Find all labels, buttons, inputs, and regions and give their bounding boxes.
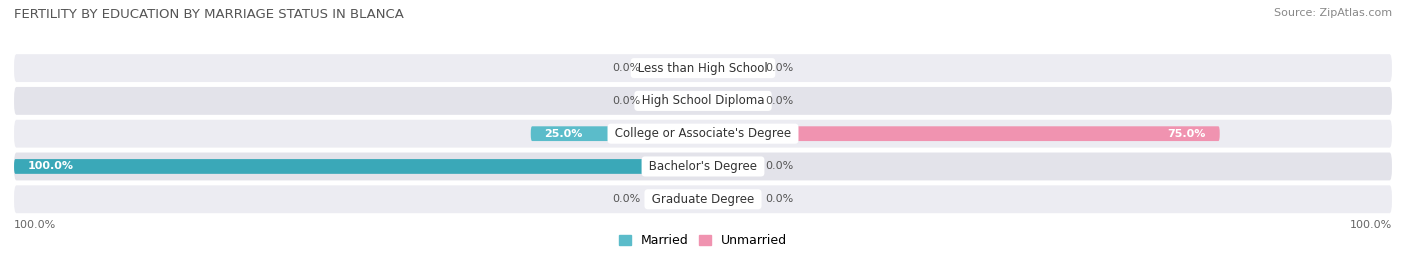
Text: 0.0%: 0.0%	[765, 63, 793, 73]
Text: 25.0%: 25.0%	[544, 129, 583, 139]
Text: Graduate Degree: Graduate Degree	[648, 193, 758, 206]
Text: College or Associate's Degree: College or Associate's Degree	[612, 127, 794, 140]
FancyBboxPatch shape	[703, 94, 758, 108]
FancyBboxPatch shape	[648, 61, 703, 76]
Text: 0.0%: 0.0%	[765, 194, 793, 204]
Text: FERTILITY BY EDUCATION BY MARRIAGE STATUS IN BLANCA: FERTILITY BY EDUCATION BY MARRIAGE STATU…	[14, 8, 404, 21]
FancyBboxPatch shape	[14, 159, 703, 174]
FancyBboxPatch shape	[14, 120, 1392, 148]
Text: Less than High School: Less than High School	[634, 62, 772, 75]
FancyBboxPatch shape	[531, 126, 703, 141]
Text: High School Diploma: High School Diploma	[638, 94, 768, 107]
FancyBboxPatch shape	[14, 87, 1392, 115]
FancyBboxPatch shape	[703, 159, 758, 174]
FancyBboxPatch shape	[703, 126, 1219, 141]
Text: 100.0%: 100.0%	[1350, 220, 1392, 230]
Text: Source: ZipAtlas.com: Source: ZipAtlas.com	[1274, 8, 1392, 18]
Text: 0.0%: 0.0%	[613, 63, 641, 73]
Text: Bachelor's Degree: Bachelor's Degree	[645, 160, 761, 173]
FancyBboxPatch shape	[14, 54, 1392, 82]
FancyBboxPatch shape	[14, 185, 1392, 213]
Text: 0.0%: 0.0%	[765, 96, 793, 106]
Text: 75.0%: 75.0%	[1167, 129, 1206, 139]
FancyBboxPatch shape	[703, 61, 758, 76]
FancyBboxPatch shape	[648, 94, 703, 108]
FancyBboxPatch shape	[14, 153, 1392, 180]
Text: 0.0%: 0.0%	[613, 194, 641, 204]
FancyBboxPatch shape	[648, 192, 703, 207]
Legend: Married, Unmarried: Married, Unmarried	[613, 229, 793, 252]
Text: 0.0%: 0.0%	[613, 96, 641, 106]
Text: 0.0%: 0.0%	[765, 161, 793, 171]
Text: 100.0%: 100.0%	[28, 161, 75, 171]
FancyBboxPatch shape	[703, 192, 758, 207]
Text: 100.0%: 100.0%	[14, 220, 56, 230]
